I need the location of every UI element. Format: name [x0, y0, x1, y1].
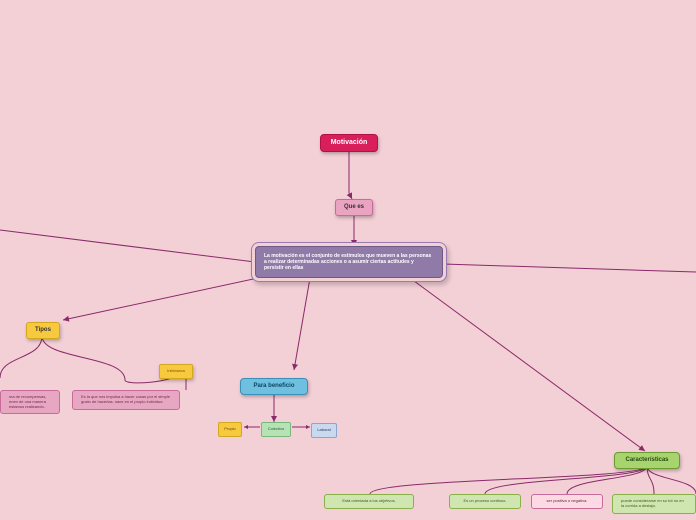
edge — [0, 336, 42, 378]
node-root[interactable]: Motivación — [320, 134, 378, 152]
node-c3[interactable]: ser positiva o negativa. — [531, 494, 603, 509]
edge — [647, 466, 654, 494]
node-laboral[interactable]: Laboral — [311, 423, 337, 438]
node-c2[interactable]: Es un proceso continuo. — [449, 494, 521, 509]
node-caracteristicas[interactable]: Características — [614, 452, 680, 469]
edge — [370, 466, 647, 494]
node-tipos[interactable]: Tipos — [26, 322, 60, 339]
edge — [349, 152, 352, 199]
node-colectivo[interactable]: Colectivo — [261, 422, 291, 437]
node-que_es[interactable]: Que es — [335, 199, 373, 216]
edge — [0, 230, 255, 262]
node-para_beneficio[interactable]: Para beneficio — [240, 378, 308, 395]
edge — [485, 466, 647, 494]
edge — [63, 278, 258, 320]
edge — [443, 264, 696, 272]
node-c4[interactable]: puede considerarse en su tot no en la co… — [612, 494, 696, 514]
edge — [42, 336, 125, 380]
node-tipo_desc2[interactable]: Es la que nos impulsa a hacer cosas por … — [72, 390, 180, 410]
node-c1[interactable]: Está orientada a los objetivos. — [324, 494, 414, 509]
node-propio[interactable]: Propio — [218, 422, 242, 437]
edge — [294, 278, 310, 370]
node-definition[interactable]: La motivación es el conjunto de estímulo… — [255, 246, 443, 278]
node-intrinseca[interactable]: Intrínseca — [159, 364, 193, 379]
edge — [647, 466, 696, 494]
node-tipo_desc1[interactable]: ma de recompensas, enen de una manera es… — [0, 390, 60, 414]
edge — [410, 278, 645, 451]
edge — [567, 466, 647, 494]
